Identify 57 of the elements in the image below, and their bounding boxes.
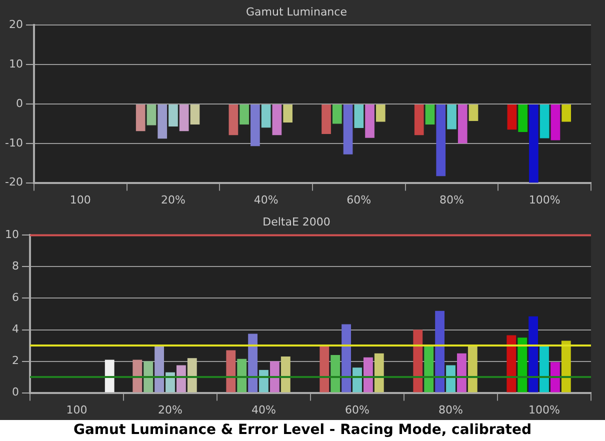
bar — [363, 357, 373, 392]
bar — [259, 370, 268, 392]
bar — [144, 361, 154, 392]
bar — [435, 310, 445, 392]
bar — [456, 353, 466, 392]
x-tick-label: 100% — [528, 403, 560, 416]
x-tick-label: 20% — [158, 403, 182, 416]
bar — [104, 360, 114, 392]
bar — [280, 356, 290, 392]
bar — [374, 353, 384, 392]
bar — [320, 346, 330, 392]
bar — [446, 365, 456, 392]
x-tick-label: 100 — [66, 403, 88, 416]
bar — [518, 338, 528, 392]
bar — [506, 335, 516, 392]
bar — [468, 346, 478, 392]
y-tick-label: 0 — [12, 386, 19, 399]
x-tick-label: 80% — [438, 403, 463, 416]
x-tick-label: 100 — [70, 193, 91, 206]
x-tick-label: 40% — [254, 193, 278, 206]
y-tick-label: 6 — [12, 291, 19, 304]
text: Gamut Luminance & Error Level - Racing Mode, calibrated — [72, 422, 532, 438]
bar — [248, 334, 258, 392]
bar — [528, 316, 538, 392]
bar — [132, 360, 142, 392]
x-tick-label: 60% — [346, 193, 372, 206]
bar — [540, 346, 549, 392]
bar — [270, 361, 280, 392]
x-tick-label: 40% — [252, 403, 276, 416]
y-tick-label: 0 — [16, 96, 23, 110]
x-tick-label: 60% — [345, 403, 370, 416]
bar — [561, 340, 571, 392]
bar — [166, 372, 175, 392]
x-tick-label: 80% — [440, 193, 464, 206]
bar — [550, 362, 560, 392]
bar — [154, 346, 164, 392]
y-tick-label: 8 — [12, 260, 19, 273]
y-tick-label: -20 — [5, 176, 23, 189]
y-tick-label: 4 — [12, 322, 19, 336]
bar — [413, 330, 423, 392]
y-tick-label: 2 — [12, 354, 19, 368]
bar — [330, 354, 340, 392]
y-tick-label: 20 — [8, 18, 23, 32]
x-tick-label: 20% — [161, 193, 186, 206]
bar — [226, 350, 236, 392]
bar — [342, 324, 352, 392]
bar — [237, 358, 247, 392]
bar — [352, 368, 362, 392]
bar — [176, 365, 186, 392]
chart-title: DeltaE 2000 — [262, 215, 330, 228]
y-tick-label: -10 — [5, 136, 23, 150]
bar — [424, 346, 434, 392]
x-tick-label: 100% — [528, 193, 560, 206]
chart-title: Gamut Luminance — [246, 5, 348, 18]
y-tick-label: 10 — [4, 228, 19, 242]
y-tick-label: 10 — [8, 57, 23, 70]
bar — [187, 358, 197, 392]
